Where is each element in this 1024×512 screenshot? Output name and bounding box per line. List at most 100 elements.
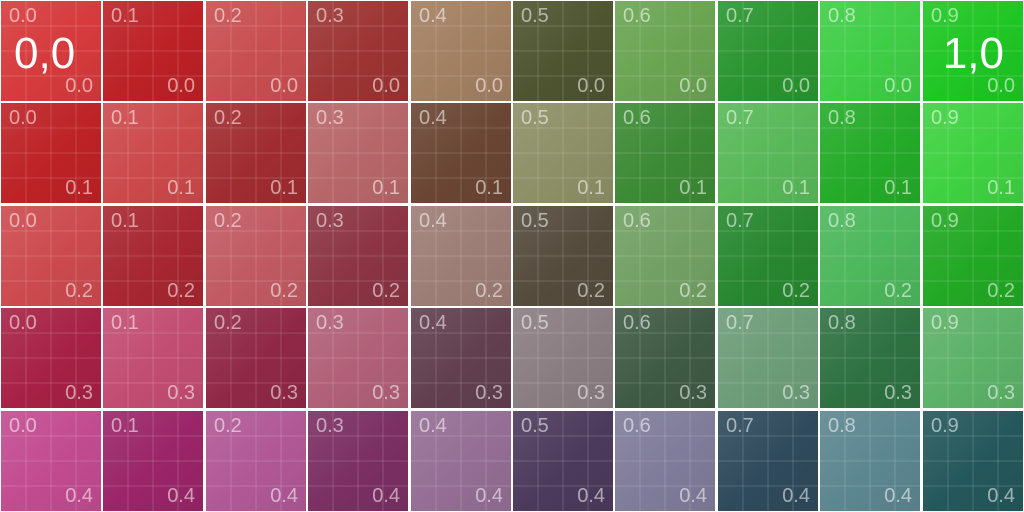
- v-coordinate-label: 0.0: [270, 75, 298, 97]
- v-coordinate-label: 0.2: [987, 280, 1015, 302]
- u-coordinate-label: 0.1: [111, 312, 139, 334]
- grid-tile: 0.0 0.1: [1, 103, 101, 203]
- grid-tile: 0.2 0.2: [206, 206, 306, 306]
- grid-tile: 0.4 0.3: [411, 308, 511, 408]
- grid-tile: 0.2 0.3: [206, 308, 306, 408]
- grid-tile: 0.1 0.1: [103, 103, 203, 203]
- v-coordinate-label: 0.3: [475, 382, 503, 404]
- v-coordinate-label: 0.1: [270, 177, 298, 199]
- v-coordinate-label: 0.0: [987, 75, 1015, 97]
- v-coordinate-label: 0.1: [372, 177, 400, 199]
- grid-tile: 0.4 0.2: [411, 206, 511, 306]
- grid-tile: 0.5 0.2: [513, 206, 613, 306]
- v-coordinate-label: 0.2: [65, 280, 93, 302]
- u-coordinate-label: 0.7: [726, 210, 754, 232]
- u-coordinate-label: 0.9: [931, 312, 959, 334]
- grid-tile: 0.4 0.0: [411, 1, 511, 101]
- grid-tile: 0.7 0.2: [718, 206, 818, 306]
- u-coordinate-label: 0.2: [214, 210, 242, 232]
- grid-tile: 0.8 0.2: [820, 206, 920, 306]
- grid-tile: 0.4 0.4: [411, 411, 511, 511]
- grid-tile: 0.3 0.0: [308, 1, 408, 101]
- v-coordinate-label: 0.4: [884, 485, 912, 507]
- v-coordinate-label: 0.1: [475, 177, 503, 199]
- u-coordinate-label: 0.2: [214, 107, 242, 129]
- u-coordinate-label: 0.9: [931, 210, 959, 232]
- grid-tile: 0.0 0.2: [1, 206, 101, 306]
- u-coordinate-label: 0.6: [623, 107, 651, 129]
- v-coordinate-label: 0.2: [884, 280, 912, 302]
- v-coordinate-label: 0.2: [679, 280, 707, 302]
- v-coordinate-label: 0.3: [884, 382, 912, 404]
- v-coordinate-label: 0.0: [679, 75, 707, 97]
- v-coordinate-label: 0.0: [782, 75, 810, 97]
- u-coordinate-label: 0.3: [316, 107, 344, 129]
- v-coordinate-label: 0.4: [270, 485, 298, 507]
- x-end-corner-label: 1,0: [942, 29, 1004, 78]
- v-coordinate-label: 0.4: [475, 485, 503, 507]
- u-coordinate-label: 0.8: [828, 5, 856, 27]
- v-coordinate-label: 0.1: [65, 177, 93, 199]
- grid-tile: 0.9 0.1: [923, 103, 1023, 203]
- u-coordinate-label: 0.5: [521, 210, 549, 232]
- grid-tile: 0.4 0.1: [411, 103, 511, 203]
- u-coordinate-label: 0.3: [316, 415, 344, 437]
- u-coordinate-label: 0.2: [214, 415, 242, 437]
- grid-tile: 0.5 0.0: [513, 1, 613, 101]
- v-coordinate-label: 0.0: [884, 75, 912, 97]
- grid-tile: 0.3 0.4: [308, 411, 408, 511]
- v-coordinate-label: 0.4: [577, 485, 605, 507]
- grid-tile: 0.2 0.0: [206, 1, 306, 101]
- u-coordinate-label: 0.9: [931, 415, 959, 437]
- v-coordinate-label: 0.0: [475, 75, 503, 97]
- grid-tile: 0.7 0.1: [718, 103, 818, 203]
- grid-tile: 0.2 0.1: [206, 103, 306, 203]
- v-coordinate-label: 0.1: [167, 177, 195, 199]
- u-coordinate-label: 0.2: [214, 5, 242, 27]
- grid-tile: 0.2 0.4: [206, 411, 306, 511]
- grid-tile: 0.5 0.3: [513, 308, 613, 408]
- v-coordinate-label: 0.4: [782, 485, 810, 507]
- grid-tile: 0.1 0.4: [103, 411, 203, 511]
- v-coordinate-label: 0.2: [167, 280, 195, 302]
- v-coordinate-label: 0.4: [65, 485, 93, 507]
- grid-tile: 0.0 0.3: [1, 308, 101, 408]
- grid-tile: 0.1 0.3: [103, 308, 203, 408]
- u-coordinate-label: 0.5: [521, 5, 549, 27]
- grid-tile: 0.9 0.3: [923, 308, 1023, 408]
- v-coordinate-label: 0.1: [679, 177, 707, 199]
- u-coordinate-label: 0.5: [521, 107, 549, 129]
- grid-tile: 0.6 0.4: [615, 411, 715, 511]
- u-coordinate-label: 0.5: [521, 312, 549, 334]
- u-coordinate-label: 0.8: [828, 210, 856, 232]
- u-coordinate-label: 0.1: [111, 415, 139, 437]
- origin-corner-label: 0,0: [14, 29, 76, 78]
- u-coordinate-label: 0.7: [726, 107, 754, 129]
- v-coordinate-label: 0.1: [884, 177, 912, 199]
- u-coordinate-label: 0.4: [419, 5, 447, 27]
- grid-tile: 0.7 0.0: [718, 1, 818, 101]
- v-coordinate-label: 0.3: [65, 382, 93, 404]
- u-coordinate-label: 0.0: [9, 107, 37, 129]
- u-coordinate-label: 0.0: [9, 210, 37, 232]
- v-coordinate-label: 0.2: [782, 280, 810, 302]
- v-coordinate-label: 0.0: [577, 75, 605, 97]
- grid-tile: 0.3 0.2: [308, 206, 408, 306]
- u-coordinate-label: 0.4: [419, 107, 447, 129]
- u-coordinate-label: 0.4: [419, 312, 447, 334]
- u-coordinate-label: 0.8: [828, 415, 856, 437]
- v-coordinate-label: 0.4: [372, 485, 400, 507]
- grid-tile: 0.0 0.4: [1, 411, 101, 511]
- u-coordinate-label: 0.2: [214, 312, 242, 334]
- grid-tile: 0.6 0.3: [615, 308, 715, 408]
- u-coordinate-label: 0.7: [726, 312, 754, 334]
- u-coordinate-label: 0.1: [111, 210, 139, 232]
- grid-tile: 0.9 0.2: [923, 206, 1023, 306]
- grid-tile: 0.8 0.0: [820, 1, 920, 101]
- v-coordinate-label: 0.3: [167, 382, 195, 404]
- u-coordinate-label: 0.7: [726, 5, 754, 27]
- grid-tile: 0.1 0.2: [103, 206, 203, 306]
- v-coordinate-label: 0.3: [782, 382, 810, 404]
- v-coordinate-label: 0.2: [577, 280, 605, 302]
